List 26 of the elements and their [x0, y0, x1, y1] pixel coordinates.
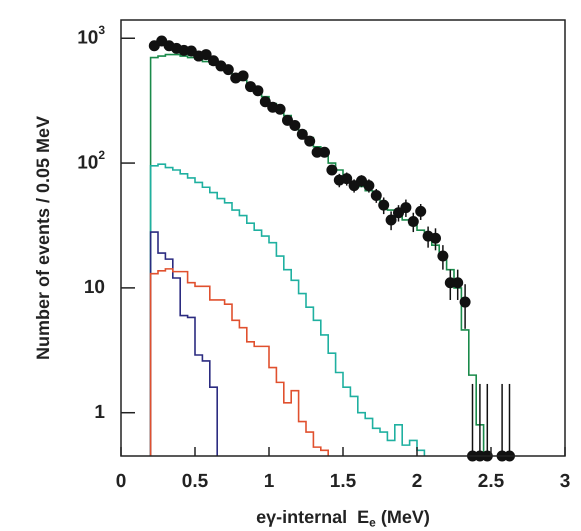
point	[304, 136, 316, 147]
x-tick-label: 0	[116, 471, 126, 492]
y-axis-title: Number of events / 0.05 MeV	[32, 116, 53, 360]
point	[274, 104, 286, 115]
point	[296, 128, 308, 140]
point	[289, 120, 300, 131]
point	[186, 46, 197, 57]
x-tick-label: 2	[412, 471, 422, 492]
point	[148, 40, 160, 52]
point	[222, 64, 234, 76]
x-tick-label: 1	[264, 471, 275, 492]
y-tick-label: 1	[94, 402, 106, 423]
point	[319, 146, 330, 158]
point	[238, 70, 249, 82]
x-tick-label: 1.5	[330, 471, 357, 492]
y-tick-label: 10	[84, 277, 106, 298]
x-tick-label: 2.5	[478, 471, 505, 492]
point	[260, 96, 271, 108]
point	[156, 36, 168, 47]
x-tick-label: 3	[560, 471, 570, 492]
point	[252, 85, 264, 96]
point	[200, 49, 212, 60]
point	[282, 114, 293, 126]
x-tick-label: 0.5	[182, 471, 209, 492]
point	[326, 164, 338, 176]
point	[208, 55, 219, 66]
